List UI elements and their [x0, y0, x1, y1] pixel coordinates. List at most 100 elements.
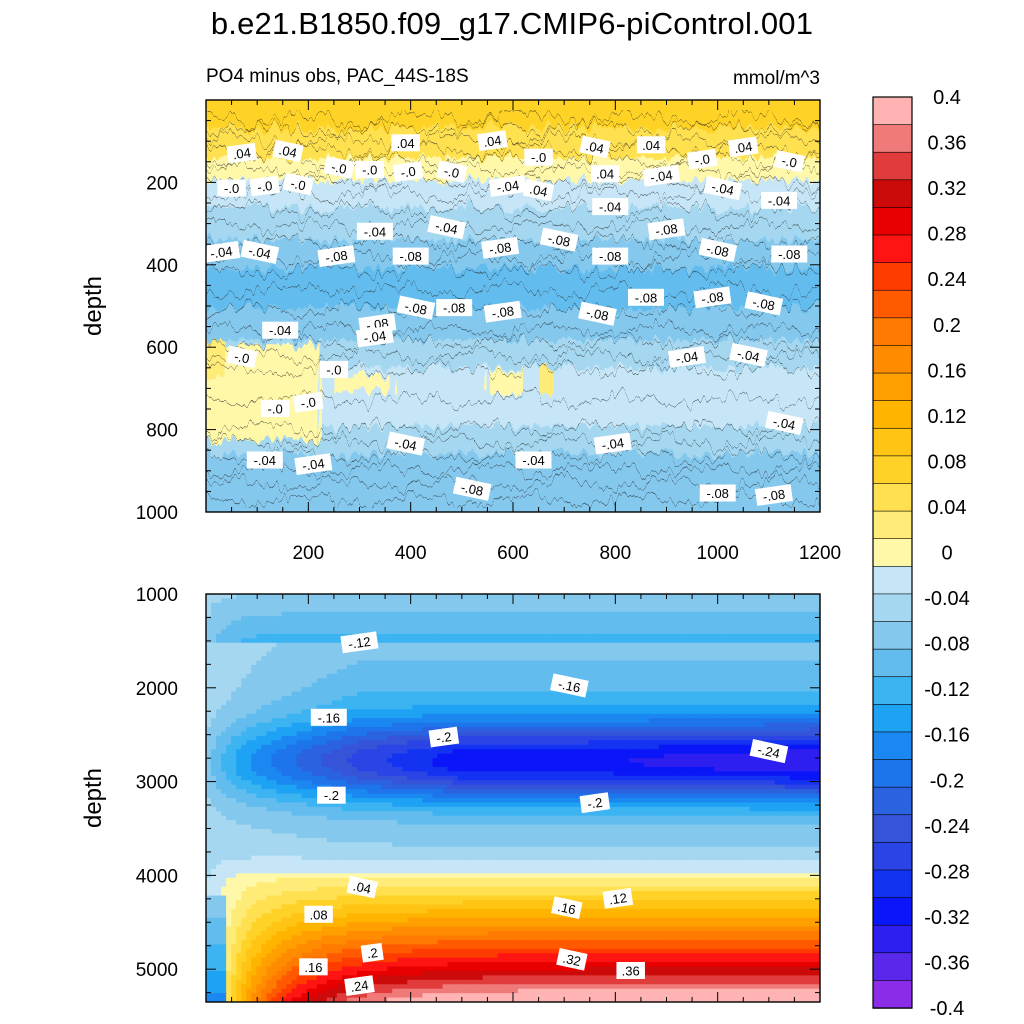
contour-cell [774, 642, 781, 648]
contour-cell [628, 678, 635, 684]
contour-cell [457, 713, 464, 719]
contour-cell [462, 664, 469, 670]
contour-cell [658, 740, 665, 746]
contour-cell [643, 722, 650, 728]
contour-cell [593, 669, 600, 675]
contour-cell [392, 651, 398, 657]
contour-cell [769, 731, 776, 737]
contour-cell [603, 633, 610, 639]
contour-cell [689, 602, 695, 608]
contour-cell [774, 678, 781, 684]
contour-cell [271, 704, 278, 710]
x-tick-label: 1200 [799, 543, 841, 564]
contour-cell [684, 687, 690, 693]
contour-cell [704, 713, 710, 719]
contour-cell [261, 602, 267, 608]
contour-label-text: -.04 [649, 167, 673, 185]
contour-cell [256, 753, 262, 759]
contour-cell [417, 731, 424, 737]
contour-cell [593, 718, 600, 724]
contour-cell [623, 620, 630, 626]
contour-cell [331, 647, 338, 653]
contour-cell [613, 758, 620, 764]
contour-cell [754, 638, 761, 644]
contour-cell [789, 669, 796, 675]
contour-cell [563, 749, 569, 755]
contour-cell [482, 678, 489, 684]
contour-cell [497, 669, 504, 675]
contour-cell [382, 740, 388, 746]
contour-cell [221, 598, 227, 604]
contour-cell [789, 620, 796, 626]
contour-cell [331, 594, 338, 600]
contour-cell [397, 700, 403, 706]
contour-cell [704, 656, 710, 662]
contour-cell [643, 598, 650, 604]
contour-cell [472, 625, 479, 631]
contour-cell [291, 616, 298, 622]
contour-cell [392, 678, 398, 684]
contour-cell [397, 625, 403, 631]
contour-cell [674, 669, 680, 675]
contour-label-text: -.08 [700, 289, 724, 307]
contour-cell [372, 727, 378, 733]
contour-cell [497, 673, 504, 679]
contour-cell [543, 633, 549, 639]
contour-cell [764, 673, 771, 679]
contour-cell [749, 704, 756, 710]
contour-cell [276, 687, 283, 693]
contour-cell [487, 616, 494, 622]
contour-cell [749, 735, 756, 741]
contour-cell [482, 633, 489, 639]
contour-cell [779, 633, 786, 639]
contour-cell [653, 647, 660, 653]
contour-cell [518, 647, 524, 653]
contour-cell [669, 664, 675, 670]
contour-cell [472, 718, 479, 724]
contour-cell [231, 602, 237, 608]
contour-cell [663, 762, 670, 768]
contour-cell [804, 647, 811, 653]
contour-cell [216, 616, 222, 622]
contour-cell [226, 700, 232, 706]
contour-cell [528, 598, 534, 604]
contour-cell [749, 602, 756, 608]
contour-cell [578, 664, 585, 670]
contour-cell [497, 638, 504, 644]
contour-cell [442, 647, 449, 653]
contour-cell [331, 669, 338, 675]
contour-cell [603, 656, 610, 662]
contour-cell [744, 700, 751, 706]
contour-cell [739, 651, 746, 657]
contour-cell [809, 704, 816, 710]
contour-cell [724, 709, 731, 715]
contour-cell [271, 598, 278, 604]
contour-cell [417, 687, 424, 693]
contour-cell [734, 620, 741, 626]
contour-cell [548, 700, 554, 706]
contour-cell [427, 758, 434, 764]
upper-contour-line [206, 448, 820, 465]
contour-cell [256, 625, 262, 631]
contour-cell [402, 704, 408, 710]
contour-cell [709, 598, 715, 604]
contour-cell [306, 687, 313, 693]
contour-cell [246, 594, 252, 600]
contour-cell [472, 731, 479, 737]
contour-cell [281, 749, 288, 755]
contour-cell [523, 673, 529, 679]
contour-cell [472, 753, 479, 759]
contour-cell [608, 638, 615, 644]
contour-cell [809, 664, 816, 670]
contour-cell [507, 673, 514, 679]
contour-cell [246, 669, 252, 675]
contour-cell [457, 691, 464, 697]
contour-cell [744, 718, 751, 724]
contour-cell [477, 735, 484, 741]
contour-cell [658, 758, 665, 764]
contour-cell [452, 704, 459, 710]
contour-cell [558, 642, 564, 648]
contour-cell [422, 598, 429, 604]
contour-cell [528, 758, 534, 764]
contour-cell [523, 718, 529, 724]
